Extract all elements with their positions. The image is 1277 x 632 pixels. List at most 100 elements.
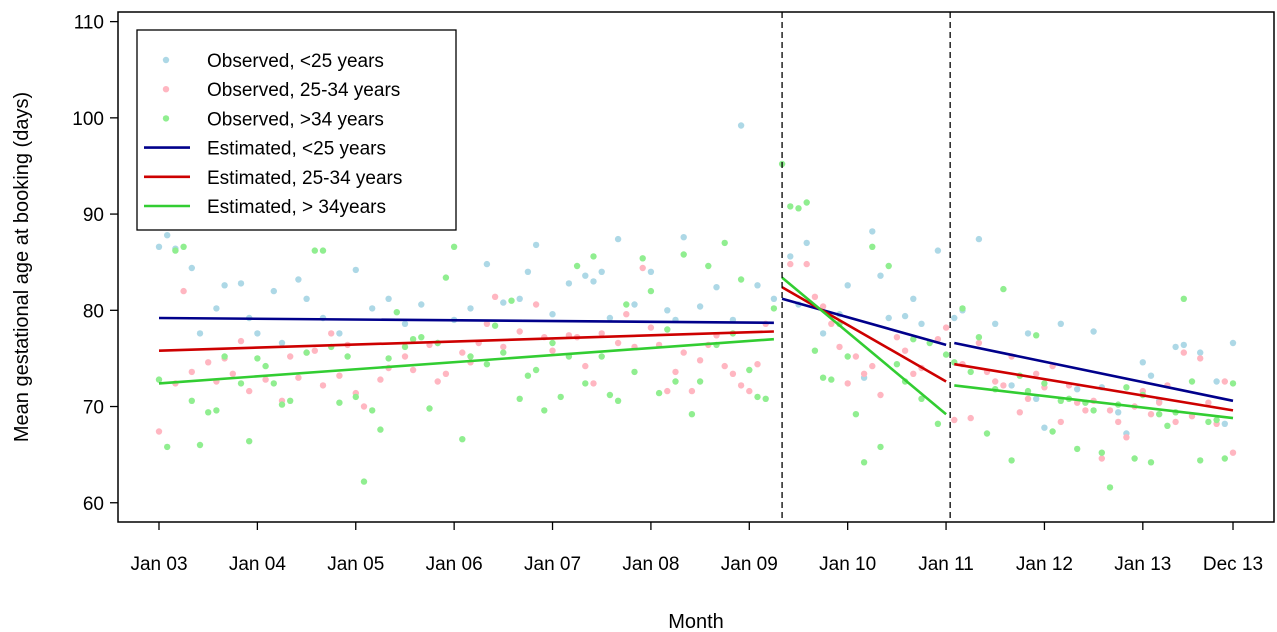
observed-point-series-2	[598, 330, 605, 337]
observed-point-series-3	[942, 351, 950, 358]
observed-point-series-1	[221, 282, 228, 289]
observed-point-series-1	[213, 305, 220, 312]
x-tick-label: Jan 05	[327, 554, 384, 575]
observed-point-series-2	[1180, 349, 1188, 356]
observed-point-series-3	[1090, 407, 1097, 414]
observed-point-series-3	[754, 393, 761, 401]
observed-point-series-1	[951, 314, 958, 322]
observed-point-series-3	[959, 305, 966, 312]
observed-point-series-3	[655, 389, 663, 397]
observed-point-series-2	[811, 293, 819, 300]
y-tick-label: 60	[83, 494, 104, 515]
observed-point-series-2	[787, 260, 794, 268]
observed-point-series-1	[696, 303, 704, 310]
observed-point-series-1	[1074, 386, 1081, 393]
y-tick-label: 110	[74, 13, 104, 34]
observed-point-series-1	[1139, 359, 1147, 366]
observed-point-series-3	[819, 374, 827, 381]
observed-point-series-1	[500, 299, 507, 306]
observed-point-series-3	[541, 407, 548, 414]
observed-point-series-3	[344, 353, 351, 360]
observed-point-series-1	[934, 247, 942, 254]
observed-point-series-3	[1106, 484, 1114, 491]
observed-point-series-2	[483, 320, 491, 327]
observed-point-series-1	[1024, 330, 1032, 337]
observed-point-series-2	[237, 337, 245, 345]
observed-point-series-3	[418, 334, 425, 341]
observed-point-series-3	[1188, 378, 1196, 385]
observed-point-series-1	[992, 320, 999, 327]
observed-point-series-3	[1197, 457, 1204, 464]
observed-point-series-2	[893, 334, 901, 341]
observed-point-series-2	[614, 339, 622, 347]
observed-point-series-3	[426, 405, 433, 412]
x-tick-label: Jan 09	[721, 554, 778, 575]
observed-point-series-3	[893, 361, 901, 368]
observed-point-series-1	[1221, 420, 1229, 427]
observed-point-series-2	[664, 387, 671, 395]
observed-point-series-3	[172, 247, 179, 254]
observed-point-series-3	[672, 378, 679, 385]
legend-point-swatch	[162, 86, 170, 93]
observed-point-series-3	[1008, 457, 1015, 464]
observed-point-series-3	[270, 380, 277, 387]
observed-point-series-2	[328, 330, 335, 337]
observed-point-series-1	[295, 276, 302, 283]
x-tick-label: Jan 06	[426, 554, 483, 575]
observed-point-series-2	[516, 328, 523, 335]
observed-point-series-3	[1156, 411, 1163, 418]
observed-point-series-1	[1008, 382, 1015, 389]
observed-point-series-3	[483, 361, 491, 368]
observed-point-series-2	[696, 357, 704, 364]
legend-point-swatch	[162, 56, 170, 64]
observed-point-series-3	[573, 262, 581, 270]
observed-point-series-2	[852, 353, 860, 360]
estimated-line-series-2	[158, 330, 774, 352]
observed-point-series-2	[532, 301, 540, 308]
observed-point-series-1	[787, 253, 794, 260]
x-axis: Jan 03 Jan 04 Jan 05 Jan 06 Jan 07 Jan 08 Jan …	[130, 522, 1263, 575]
observed-point-series-3	[278, 401, 286, 408]
observed-point-series-3	[598, 353, 605, 360]
observed-point-series-2	[549, 347, 556, 354]
observed-point-series-3	[262, 362, 269, 370]
observed-point-series-1	[680, 234, 687, 241]
estimated-line-series-1	[954, 341, 1234, 403]
observed-point-series-3	[631, 368, 638, 376]
observed-point-series-3	[614, 397, 622, 404]
observed-point-series-3	[524, 372, 532, 379]
observed-point-series-2	[188, 368, 195, 376]
observed-point-series-1	[196, 330, 204, 337]
observed-point-series-2	[377, 376, 384, 383]
observed-point-series-2	[1197, 355, 1204, 362]
observed-point-series-1	[803, 239, 810, 247]
observed-point-series-3	[196, 441, 204, 449]
observed-point-series-3	[647, 287, 655, 295]
estimated-line-series-1	[158, 316, 774, 325]
observed-point-series-3	[983, 430, 991, 437]
observed-point-series-1	[590, 278, 597, 285]
observed-point-series-3	[221, 353, 228, 360]
observed-point-series-3	[500, 349, 507, 356]
observed-point-series-2	[942, 324, 950, 331]
observed-point-series-2	[311, 347, 318, 354]
x-tick-label: Jan 11	[918, 554, 974, 575]
observed-point-series-3	[287, 397, 294, 404]
x-tick-label: Jan 08	[622, 554, 679, 575]
observed-point-series-3	[844, 353, 851, 360]
observed-point-series-1	[877, 272, 884, 279]
observed-point-series-3	[688, 411, 696, 418]
observed-point-series-2	[1115, 418, 1122, 426]
observed-point-series-3	[975, 334, 983, 341]
observed-point-series-2	[295, 374, 302, 381]
observed-point-series-2	[459, 349, 466, 356]
legend-point-swatch	[162, 115, 170, 122]
observed-point-series-3	[1049, 428, 1056, 435]
estimated-lines-layer	[158, 276, 1234, 420]
observed-point-series-1	[278, 339, 286, 347]
estimated-line-series-1	[781, 297, 947, 347]
observed-point-series-1	[1041, 424, 1048, 431]
legend: Observed, <25 years Observed, 25-34 years…	[136, 29, 457, 231]
observed-point-series-1	[418, 301, 425, 308]
observed-point-series-1	[975, 235, 983, 243]
